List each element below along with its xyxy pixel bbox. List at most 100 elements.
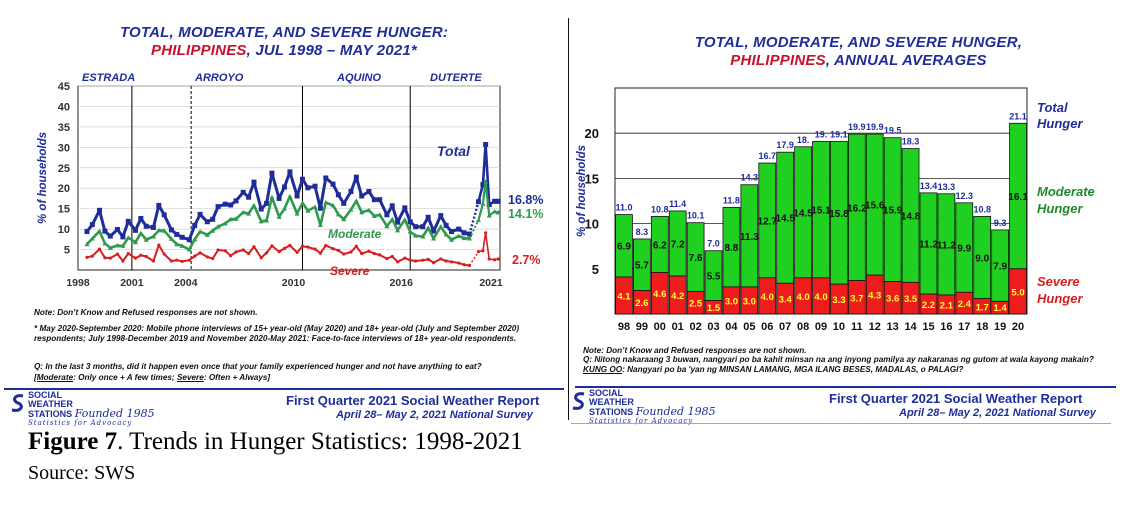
left-point-moderate <box>335 211 341 217</box>
left-era-label: AQUINO <box>336 72 381 84</box>
left-point-total <box>84 229 90 235</box>
right-xtick-label: 13 <box>887 321 899 333</box>
left-point-moderate <box>299 200 305 205</box>
right-severe-label: 5.0 <box>1011 287 1024 298</box>
left-chart-panel: TOTAL, MODERATE, AND SEVERE HUNGER: PHIL… <box>0 0 568 430</box>
right-bar-chart: 5 10 15 20 % of households 11.0 6.9 4.1 98 8.3 5.7… <box>576 87 1095 333</box>
left-ytick-label: 35 <box>58 122 70 134</box>
right-moderate-label: 7.9 <box>993 262 1007 273</box>
left-point-moderate <box>192 236 198 242</box>
left-point-moderate <box>156 227 162 233</box>
right-footer-rule <box>575 386 1116 388</box>
left-point-total <box>156 202 162 208</box>
left-ytick-label: 5 <box>64 245 70 257</box>
left-point-moderate <box>377 212 383 217</box>
left-point-total <box>486 202 492 208</box>
left-point-moderate <box>425 225 431 230</box>
left-point-severe <box>216 248 220 252</box>
logo-social: SOCIAL <box>28 390 63 400</box>
right-bar-severe <box>937 294 956 315</box>
right-title-rest: , ANNUAL AVERAGES <box>825 52 987 69</box>
right-total-label: 21.1 <box>1009 111 1027 121</box>
left-point-total <box>312 183 318 189</box>
left-point-total <box>138 215 144 221</box>
left-point-severe <box>342 252 346 256</box>
right-xtick-label: 18 <box>976 321 988 333</box>
right-bar-severe <box>812 277 830 315</box>
left-point-severe <box>496 257 500 261</box>
left-point-severe <box>162 252 166 256</box>
figure-caption-text: . Trends in Hunger Statistics: 1998-2021 <box>117 428 523 455</box>
left-point-moderate <box>132 239 138 245</box>
right-xtick-label: 05 <box>743 321 755 333</box>
left-point-severe <box>331 247 335 251</box>
left-point-severe <box>211 256 215 261</box>
left-point-moderate <box>269 194 275 200</box>
right-xtick-label: 04 <box>725 321 738 333</box>
panel-divider <box>568 18 569 420</box>
right-severe-label: 2.4 <box>958 299 972 310</box>
left-point-moderate <box>449 237 455 242</box>
left-point-severe <box>234 250 238 254</box>
left-point-severe <box>354 244 358 248</box>
right-bar-severe <box>686 290 705 315</box>
left-point-total <box>443 222 449 228</box>
logo-tagline: Statistics for Advocacy <box>589 417 694 425</box>
logo-social: SOCIAL <box>589 388 624 398</box>
right-moderate-label: 12.7 <box>758 216 778 227</box>
right-total-label: 7.0 <box>707 239 720 249</box>
right-moderate-label: 5.5 <box>707 272 721 283</box>
left-point-moderate <box>366 207 372 213</box>
left-point-moderate <box>186 247 192 252</box>
left-point-total <box>323 175 329 181</box>
right-bar-severe <box>1009 268 1027 315</box>
right-total-label: 16.7 <box>758 151 776 161</box>
left-point-total <box>402 205 408 211</box>
left-point-severe <box>484 231 488 235</box>
left-point-severe <box>336 248 340 252</box>
left-point-total <box>264 200 270 206</box>
figure-source: Source: SWS <box>28 462 136 484</box>
right-chart-title-line1: TOTAL, MODERATE, AND SEVERE HUNGER, <box>694 34 1023 51</box>
left-point-severe <box>193 254 197 258</box>
right-total-label: 11.4 <box>669 199 686 209</box>
left-point-total <box>192 222 198 228</box>
left-xtick-label: 2016 <box>390 277 414 289</box>
left-point-moderate <box>143 237 149 242</box>
left-point-moderate <box>107 245 113 250</box>
right-xtick-label: 02 <box>689 321 701 333</box>
right-bar-severe <box>991 300 1009 315</box>
left-point-moderate <box>115 242 121 248</box>
left-point-moderate <box>287 193 293 199</box>
left-point-moderate <box>317 222 323 228</box>
left-point-severe <box>396 260 400 264</box>
left-ytick-label: 25 <box>58 163 70 175</box>
right-chart-title-line2: PHILIPPINES, ANNUAL AVERAGES <box>571 52 1146 69</box>
right-legend-severe-2: Hunger <box>1037 291 1083 306</box>
right-xtick-label: 19 <box>994 321 1006 333</box>
left-point-total <box>483 141 489 147</box>
right-moderate-label: 11.2 <box>937 240 956 251</box>
left-point-total <box>495 198 501 204</box>
left-point-total <box>222 201 228 207</box>
left-point-moderate <box>323 200 329 205</box>
left-point-total <box>161 212 167 218</box>
left-point-moderate <box>102 240 108 246</box>
right-xtick-label: 20 <box>1012 321 1024 333</box>
right-moderate-label: 7.6 <box>689 253 703 264</box>
right-bar-severe <box>955 291 974 315</box>
right-bar-severe <box>865 274 884 315</box>
left-xtick-label: 2010 <box>282 277 306 289</box>
right-moderate-label: 16.1 <box>1008 192 1028 203</box>
right-xtick-label: 11 <box>851 321 863 333</box>
right-xtick-label: 10 <box>833 321 845 333</box>
right-report-title: First Quarter 2021 Social Weather Report <box>829 391 1083 406</box>
left-point-severe <box>378 253 382 257</box>
left-point-severe <box>180 259 184 264</box>
left-point-severe <box>421 258 425 262</box>
right-xtick-label: 16 <box>940 321 952 333</box>
left-point-severe <box>372 252 376 256</box>
right-xtick-label: 09 <box>815 321 827 333</box>
left-point-moderate <box>495 209 501 215</box>
left-point-severe <box>360 252 364 256</box>
